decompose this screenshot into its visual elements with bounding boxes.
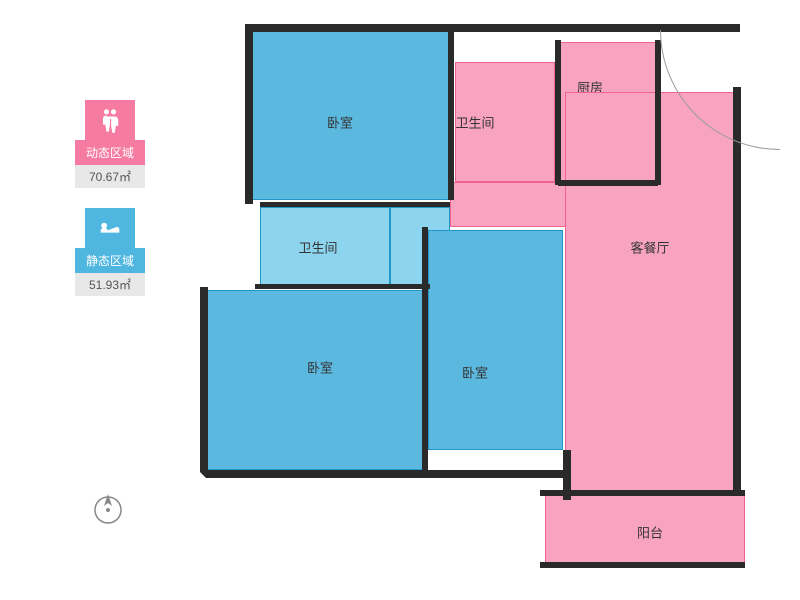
legend-dynamic: 动态区域 70.67㎡ [75,100,145,188]
sleep-icon [85,208,135,248]
wall-2 [200,287,208,472]
room-label-living-dining: 客餐厅 [630,238,669,257]
room-label-balcony: 阳台 [637,523,663,542]
wall-13 [260,202,450,207]
legend-static: 静态区域 51.93㎡ [75,208,145,296]
room-label-bathroom-1: 卫生间 [455,113,494,132]
wall-5 [655,40,661,185]
wall-8 [200,470,570,478]
wall-10 [540,490,745,496]
legend-static-label: 静态区域 [75,248,145,273]
room-bedroom-2 [200,290,425,470]
wall-1 [245,24,253,204]
room-label-bedroom-1: 卧室 [327,113,353,132]
wall-4 [555,40,561,185]
legend-panel: 动态区域 70.67㎡ 静态区域 51.93㎡ [75,100,145,316]
wall-11 [540,562,745,568]
floorplan: 卧室卫生间厨房卫生间卧室卧室客餐厅阳台 [200,12,760,587]
legend-dynamic-label: 动态区域 [75,140,145,165]
wall-7 [733,87,741,495]
legend-static-value: 51.93㎡ [75,273,145,296]
room-label-bedroom-3: 卧室 [462,363,488,382]
wall-6 [558,180,658,186]
wall-3 [448,30,454,200]
room-label-bathroom-2: 卫生间 [298,238,337,257]
room-label-bedroom-2: 卧室 [307,358,333,377]
room-bedroom-3 [428,230,563,450]
room-living-dining [565,92,740,492]
legend-dynamic-value: 70.67㎡ [75,165,145,188]
compass-icon [90,490,126,526]
wall-12 [422,227,428,472]
people-icon [85,100,135,140]
corner-cut [198,470,248,520]
wall-14 [255,284,430,289]
